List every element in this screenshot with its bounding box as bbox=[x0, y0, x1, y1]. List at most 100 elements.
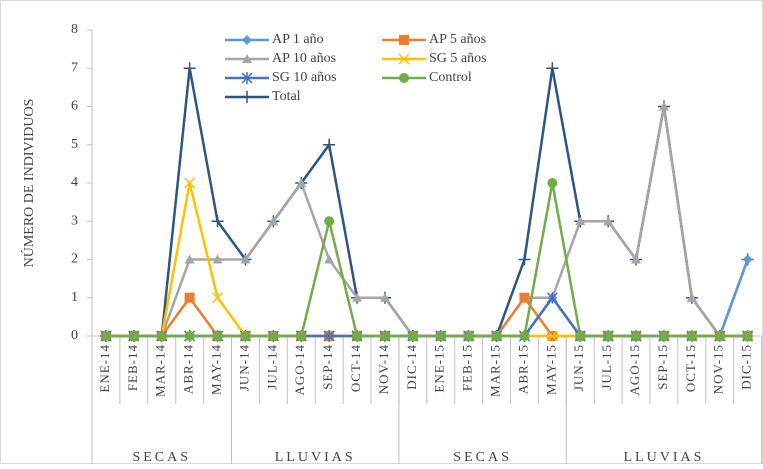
y-tick-label: 6 bbox=[71, 99, 78, 114]
marker bbox=[296, 178, 307, 187]
marker bbox=[323, 138, 336, 151]
legend-label: AP 10 años bbox=[272, 51, 336, 66]
marker bbox=[379, 292, 390, 302]
x-tick-label: FEB-14 bbox=[125, 344, 140, 391]
marker bbox=[603, 331, 614, 341]
x-tick-label: SEP-15 bbox=[655, 344, 670, 390]
marker bbox=[241, 72, 253, 84]
y-tick-label: 2 bbox=[71, 252, 78, 267]
marker bbox=[324, 216, 335, 227]
marker bbox=[296, 331, 307, 341]
legend-label: SG 5 años bbox=[429, 51, 487, 66]
marker bbox=[268, 331, 279, 341]
marker bbox=[379, 331, 390, 341]
marker bbox=[100, 331, 111, 341]
marker bbox=[352, 331, 363, 341]
y-axis-label: NÚMERO DE INDIVIDUOS bbox=[20, 99, 37, 268]
marker bbox=[407, 331, 418, 341]
x-tick-label: NOV-15 bbox=[711, 344, 726, 394]
x-tick-label: ABR-14 bbox=[181, 344, 196, 394]
marker bbox=[399, 35, 409, 45]
y-tick-label: 5 bbox=[71, 137, 78, 152]
marker bbox=[519, 292, 530, 303]
x-tick-label: AGO-14 bbox=[292, 344, 307, 396]
x-tick-label: SEP-14 bbox=[320, 344, 335, 390]
marker bbox=[184, 292, 195, 303]
marker bbox=[399, 73, 409, 83]
marker bbox=[603, 216, 614, 226]
x-tick-label: JUN-14 bbox=[236, 344, 251, 391]
marker bbox=[324, 254, 335, 264]
marker bbox=[546, 62, 559, 75]
legend-label: AP 1 año bbox=[272, 32, 324, 47]
x-tick-label: MAY-14 bbox=[209, 344, 224, 395]
group-label: SECAS bbox=[132, 450, 191, 464]
marker bbox=[240, 331, 251, 341]
marker bbox=[631, 331, 642, 341]
legend-label: AP 5 años bbox=[429, 32, 486, 47]
marker bbox=[546, 330, 558, 342]
marker bbox=[211, 215, 224, 228]
x-tick-label: ENE-15 bbox=[432, 344, 447, 393]
marker bbox=[519, 331, 530, 341]
marker bbox=[742, 331, 753, 341]
marker bbox=[323, 330, 335, 342]
legend-label: Control bbox=[429, 70, 472, 85]
marker bbox=[658, 101, 669, 111]
x-tick-label: JUN-15 bbox=[571, 344, 586, 391]
marker bbox=[212, 254, 223, 264]
x-tick-label: JUL-15 bbox=[599, 344, 614, 390]
marker bbox=[491, 331, 502, 341]
marker bbox=[242, 54, 252, 63]
x-tick-label: ENE-14 bbox=[97, 344, 112, 393]
marker bbox=[686, 292, 697, 302]
marker bbox=[241, 91, 253, 103]
marker bbox=[183, 62, 196, 75]
group-label: SECAS bbox=[453, 450, 512, 464]
marker bbox=[240, 254, 251, 264]
x-tick-label: MAR-14 bbox=[153, 344, 168, 397]
marker bbox=[547, 178, 558, 188]
group-label: LLUVIAS bbox=[275, 450, 356, 464]
x-tick-label: OCT-14 bbox=[348, 344, 363, 392]
marker bbox=[658, 331, 669, 341]
legend-label: SG 10 años bbox=[272, 70, 337, 85]
marker bbox=[398, 53, 410, 65]
marker bbox=[435, 331, 446, 341]
group-label: LLUVIAS bbox=[624, 450, 705, 464]
marker bbox=[742, 254, 753, 265]
x-tick-label: DIC-14 bbox=[404, 344, 419, 390]
y-tick-label: 3 bbox=[71, 213, 78, 228]
marker bbox=[518, 253, 531, 266]
marker bbox=[268, 216, 279, 226]
marker bbox=[463, 331, 474, 341]
marker bbox=[352, 292, 363, 302]
y-tick-label: 7 bbox=[71, 60, 78, 75]
marker bbox=[714, 331, 725, 341]
y-tick-label: 4 bbox=[71, 175, 78, 190]
marker bbox=[575, 216, 586, 226]
marker bbox=[184, 177, 196, 189]
x-tick-label: JUL-14 bbox=[264, 344, 279, 390]
y-tick-label: 0 bbox=[71, 328, 78, 343]
legend-label: Total bbox=[272, 89, 301, 104]
x-tick-label: AGO-15 bbox=[627, 344, 642, 396]
series bbox=[100, 178, 753, 341]
marker bbox=[212, 331, 223, 341]
marker bbox=[128, 331, 139, 341]
marker bbox=[631, 254, 642, 264]
marker bbox=[156, 331, 167, 341]
marker bbox=[546, 291, 558, 304]
marker bbox=[212, 292, 224, 304]
marker bbox=[575, 331, 586, 341]
x-tick-label: MAR-15 bbox=[488, 344, 503, 397]
x-tick-label: FEB-15 bbox=[460, 344, 475, 391]
marker bbox=[242, 35, 252, 45]
marker bbox=[686, 331, 697, 341]
x-tick-label: NOV-14 bbox=[376, 344, 391, 394]
y-tick-label: 1 bbox=[71, 290, 78, 305]
marker bbox=[184, 331, 195, 341]
x-tick-label: ABR-15 bbox=[515, 344, 530, 394]
